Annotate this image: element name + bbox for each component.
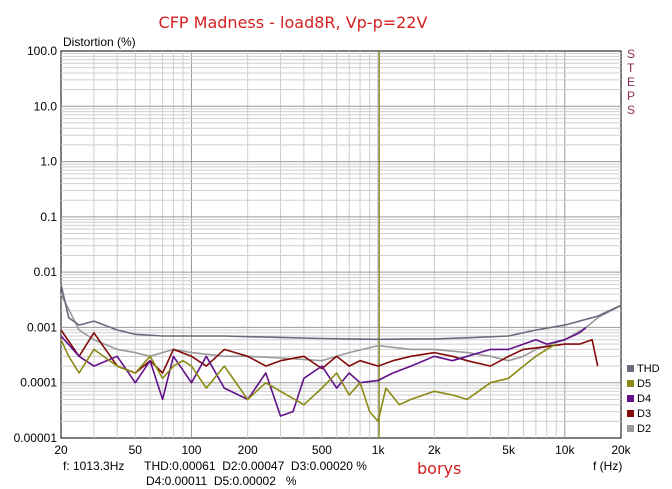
x-tick-label: 20 xyxy=(54,443,68,457)
x-axis-label: f (Hz) xyxy=(593,459,622,473)
legend-swatch xyxy=(627,425,634,432)
series-line-thd xyxy=(60,284,622,341)
y-tick-label: 0.00001 xyxy=(14,431,58,445)
x-tick-label: 10k xyxy=(555,443,575,457)
series-line-d4 xyxy=(60,326,587,417)
x-tick-label: 2k xyxy=(428,443,442,457)
series-line-d5 xyxy=(60,339,557,423)
legend-label: D5 xyxy=(637,378,651,390)
x-tick-label: 100 xyxy=(181,443,201,457)
y-tick-label: 0.0001 xyxy=(20,376,57,390)
legend-label: D4 xyxy=(637,393,651,405)
legend-label: THD xyxy=(637,363,660,375)
legend-swatch xyxy=(627,395,634,402)
series-line-d2 xyxy=(60,293,622,362)
x-tick-labels: 20 50 100 200 500 1k 2k 5k 10k 20k xyxy=(54,443,631,457)
legend-swatch xyxy=(627,365,634,372)
y-tick-label: 1.0 xyxy=(40,155,57,169)
y-tick-label: 0.1 xyxy=(40,210,57,224)
x-tick-label: 50 xyxy=(129,443,143,457)
legend: THD D5 D4 D3 D2 xyxy=(627,363,660,435)
x-tick-label: 5k xyxy=(502,443,516,457)
y-tick-label: 10.0 xyxy=(34,99,58,113)
x-tick-label: 200 xyxy=(238,443,258,457)
series-lines xyxy=(60,284,622,423)
x-tick-label: 500 xyxy=(312,443,332,457)
y-axis-label: Distortion (%) xyxy=(63,35,136,49)
x-tick-label: 1k xyxy=(372,443,386,457)
readout-line-1: f: 1013.3Hz THD:0.00061 D2:0.00047 D3:0.… xyxy=(63,459,367,473)
x-tick-label: 20k xyxy=(611,443,631,457)
chart-title: CFP Madness - load8R, Vp-p=22V xyxy=(159,13,428,32)
author-label: borys xyxy=(417,459,461,478)
readout-line-2: D4:0.00011 D5:0.00002 % xyxy=(146,474,297,488)
legend-swatch xyxy=(627,410,634,417)
y-tick-labels: 100.0 10.0 1.0 0.1 0.01 0.001 0.0001 0.00001 xyxy=(14,44,58,445)
legend-label: D3 xyxy=(637,408,651,420)
y-tick-label: 0.001 xyxy=(27,320,57,334)
legend-label: D2 xyxy=(637,423,651,435)
y-tick-label: 100.0 xyxy=(27,44,57,58)
y-tick-label: 0.01 xyxy=(34,265,58,279)
legend-swatch xyxy=(627,380,634,387)
